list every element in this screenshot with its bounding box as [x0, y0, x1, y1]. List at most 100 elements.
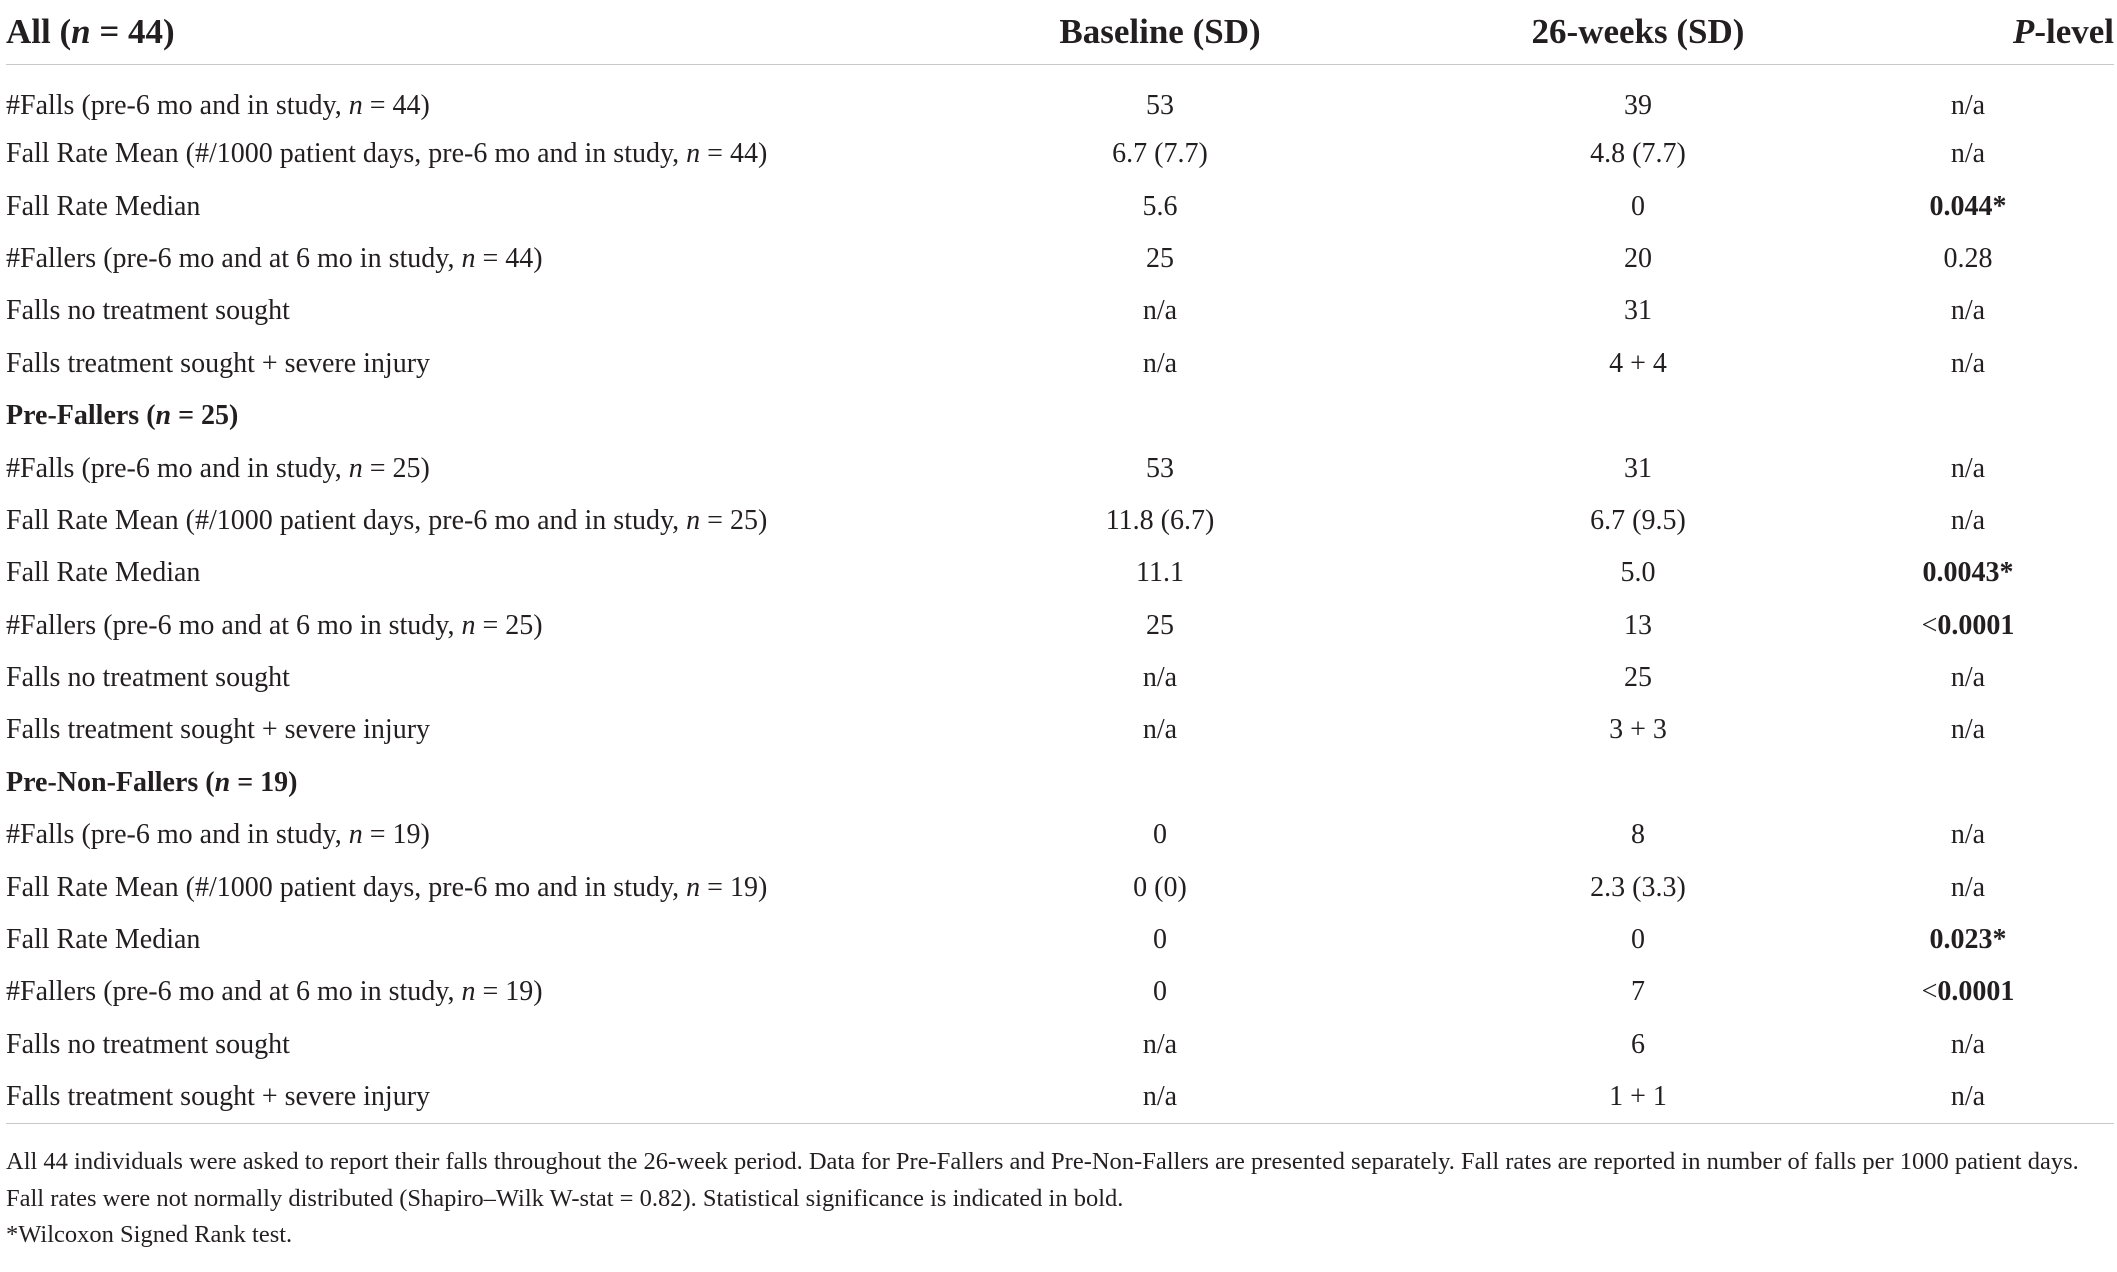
header-all-n: n [71, 12, 91, 51]
p-level-cell: 0.044* [1822, 180, 2114, 232]
p-level-value: 0.28 [1943, 242, 1993, 274]
row-label-n: n [686, 871, 701, 903]
row-label: #Fallers (pre-6 mo and at 6 mo in study,… [6, 966, 866, 1018]
row-label: #Falls (pre-6 mo and in study, n = 19) [6, 809, 866, 861]
p-level-value: n/a [1950, 1028, 1986, 1060]
header-all-suffix: = 44) [90, 12, 175, 51]
p-level-value: n/a [1950, 1081, 1986, 1113]
baseline-cell: 0 (0) [1133, 871, 1187, 903]
p-level-cell: n/a [1822, 809, 2114, 861]
p-level-value: n/a [1950, 819, 1986, 851]
p-level-cell: n/a [1822, 1019, 2114, 1071]
baseline-cell: n/a [866, 1071, 1454, 1125]
row-label-n: n [686, 138, 701, 170]
p-level-value: n/a [1950, 871, 1986, 903]
table-row: Falls treatment sought + severe injury n/… [6, 338, 2114, 390]
p-level-value: 0.044* [1929, 190, 2007, 222]
p-level-cell: n/a [1822, 704, 2114, 756]
table-notes: All 44 individuals were asked to report … [6, 1144, 2114, 1254]
p-level-cell: n/a [1822, 338, 2114, 390]
row-label: #Falls (pre-6 mo and in study, n = 25) [6, 442, 866, 494]
baseline-cell: 0 [1153, 819, 1167, 851]
header-p-italic: P [2012, 12, 2035, 51]
table-row: Falls treatment sought + severe injury n/… [6, 1071, 2114, 1125]
row-label: #Falls (pre-6 mo and in study, n = 44) [6, 65, 866, 129]
p-level-value: n/a [1950, 504, 1986, 536]
row-label-text: Falls treatment sought + severe injury [6, 347, 431, 379]
baseline-cell: n/a [1142, 347, 1178, 379]
table-row: #Falls (pre-6 mo and in study, n = 19) 0 8… [6, 809, 2114, 861]
section-header-row: Pre-Non-Fallers (n = 19) [6, 757, 2114, 809]
table-row: Fall Rate Median 5.6 0 0.044* [6, 180, 2114, 232]
row-label: Fall Rate Median [6, 180, 866, 232]
week26-cell: 31 [1624, 295, 1652, 327]
baseline-cell: 25 [1146, 242, 1174, 274]
p-level-cell: n/a [1822, 128, 2114, 180]
row-label-text: Fall Rate Median [6, 190, 201, 222]
table-footnote: *Wilcoxon Signed Rank test. [6, 1221, 293, 1249]
row-label-text: Falls treatment sought + severe injury [6, 1081, 431, 1113]
baseline-cell: 5.6 [1142, 190, 1178, 222]
row-label: Fall Rate Median [6, 547, 866, 599]
row-label: Falls treatment sought + severe injury [6, 704, 866, 756]
row-label-text: Fall Rate Median [6, 924, 201, 956]
p-level-cell [1822, 757, 2114, 809]
week26-cell: 8 [1631, 819, 1645, 851]
row-label-count: = 19) [475, 976, 543, 1008]
row-label: Fall Rate Mean (#/1000 patient days, pre… [6, 128, 866, 180]
baseline-cell: 25 [1146, 609, 1174, 641]
week26-cell: 25 [1624, 662, 1652, 694]
baseline-cell: 11.8 (6.7) [1105, 504, 1215, 536]
row-label-count: = 19) [230, 766, 298, 798]
section-label: Pre-Fallers (n = 25) [6, 390, 866, 442]
row-label: Fall Rate Mean (#/1000 patient days, pre… [6, 861, 866, 913]
row-label: Falls treatment sought + severe injury [6, 338, 866, 390]
row-label-text: Fall Rate Median [6, 557, 201, 589]
week26-cell: 2.3 (3.3) [1590, 871, 1686, 903]
row-label-count: = 44) [700, 138, 768, 170]
row-label-count: = 25) [362, 452, 430, 484]
p-level-cell [1822, 390, 2114, 442]
row-label-text: Falls no treatment sought [6, 295, 290, 327]
table-row: Fall Rate Median 0 0 0.023* [6, 914, 2114, 966]
p-level-prefix: < [1921, 609, 1938, 641]
p-level-prefix: < [1921, 976, 1938, 1008]
p-level-cell: 0.0043* [1822, 547, 2114, 599]
row-label: #Fallers (pre-6 mo and at 6 mo in study,… [6, 600, 866, 652]
table-description: All 44 individuals were asked to report … [6, 1148, 2079, 1212]
baseline-cell [866, 390, 1454, 442]
week26-cell: 3 + 3 [1609, 714, 1667, 746]
row-label-n: n [348, 89, 363, 121]
p-level-value: 0.0043* [1922, 557, 2014, 589]
row-label-text: #Falls (pre-6 mo and in study, [6, 452, 349, 484]
baseline-cell: n/a [1142, 662, 1178, 694]
row-label-text: #Fallers (pre-6 mo and at 6 mo in study, [6, 609, 462, 641]
p-level-cell: n/a [1822, 652, 2114, 704]
p-level-value: n/a [1950, 89, 1986, 121]
baseline-cell: 53 [1146, 89, 1174, 121]
p-level-cell: n/a [1822, 442, 2114, 494]
week26-cell: 1 + 1 [1454, 1071, 1822, 1125]
week26-cell: 4 + 4 [1609, 347, 1667, 379]
p-level-value: n/a [1950, 347, 1986, 379]
row-label-count: = 25) [475, 609, 543, 641]
row-label-n: n [348, 452, 363, 484]
header-all-prefix: All ( [6, 12, 72, 51]
section-label: Pre-Non-Fallers (n = 19) [6, 757, 866, 809]
p-level-cell: n/a [1822, 495, 2114, 547]
table-row: #Falls (pre-6 mo and in study, n = 25) 53… [6, 442, 2114, 494]
week26-cell: 4.8 (7.7) [1590, 138, 1686, 170]
row-label-count: = 19) [700, 871, 768, 903]
row-label-text: Falls no treatment sought [6, 662, 290, 694]
row-label-count: = 25) [171, 400, 239, 432]
header-p-level: P-level [1822, 0, 2114, 65]
table-row: Falls treatment sought + severe injury n/… [6, 704, 2114, 756]
week26-cell [1454, 757, 1822, 809]
header-26-weeks: 26-weeks (SD) [1454, 0, 1822, 65]
p-level-cell: n/a [1822, 285, 2114, 337]
week26-cell: 31 [1624, 452, 1652, 484]
row-label-text: Pre-Fallers ( [6, 400, 156, 432]
header-p-rest: -level [2034, 12, 2114, 51]
row-label: Fall Rate Mean (#/1000 patient days, pre… [6, 495, 866, 547]
p-level-cell: 0.28 [1822, 233, 2114, 285]
